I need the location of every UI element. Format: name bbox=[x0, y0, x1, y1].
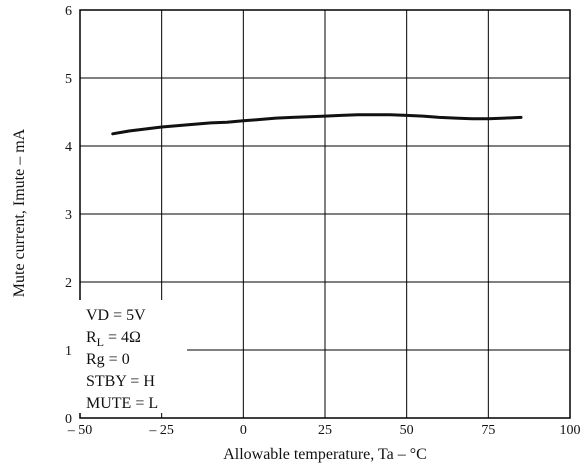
condition-vd: VD = 5V bbox=[86, 307, 146, 324]
conditions-box: VD = 5V RL = 4Ω Rg = 0 STBY = H MUTE = L bbox=[79, 300, 187, 413]
x-tick-label: – 25 bbox=[148, 423, 174, 438]
x-tick-label: 25 bbox=[318, 423, 332, 438]
condition-stby: STBY = H bbox=[86, 373, 155, 390]
y-tick-label: 3 bbox=[65, 208, 72, 223]
condition-rg: Rg = 0 bbox=[86, 351, 130, 368]
y-tick-label: 5 bbox=[65, 72, 72, 87]
x-axis-title: Allowable temperature, Ta – °C bbox=[223, 446, 427, 463]
x-tick-label: 0 bbox=[240, 423, 247, 438]
mute-current-curve bbox=[111, 113, 523, 136]
plot-frame bbox=[79, 9, 571, 419]
y-tick-label: 6 bbox=[65, 4, 72, 19]
x-tick-label: 100 bbox=[560, 423, 581, 438]
x-tick-label: – 50 bbox=[67, 423, 93, 438]
y-tick-label: 4 bbox=[65, 140, 72, 155]
x-tick-label: 50 bbox=[400, 423, 414, 438]
tick-labels: – 50 – 25 0 25 50 75 100 0 1 2 3 4 5 6 bbox=[65, 4, 581, 438]
y-tick-label: 0 bbox=[65, 412, 72, 427]
condition-mute: MUTE = L bbox=[86, 395, 158, 412]
y-axis-title: Mute current, Imute – mA bbox=[11, 128, 28, 297]
y-tick-label: 2 bbox=[65, 276, 72, 291]
x-tick-label: 75 bbox=[481, 423, 495, 438]
y-tick-label: 1 bbox=[65, 344, 72, 359]
